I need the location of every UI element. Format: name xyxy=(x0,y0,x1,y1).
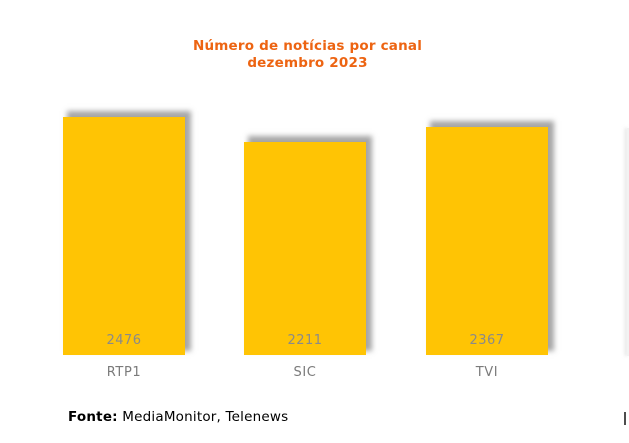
source-label: Fonte: xyxy=(68,409,118,425)
text-cursor xyxy=(624,412,626,425)
partial-bar-sliver xyxy=(627,128,629,356)
x-axis-label-tvi: TVI xyxy=(475,365,499,380)
chart-title-line2: dezembro 2023 xyxy=(247,55,368,71)
bar-value-rtp1: 2476 xyxy=(106,333,142,348)
x-axis-label-rtp1: RTP1 xyxy=(106,365,142,380)
bar-value-sic: 2211 xyxy=(287,333,323,348)
bar-sic: 2211 xyxy=(244,142,366,355)
bar-tvi: 2367 xyxy=(426,127,548,355)
plot-area: 2476 2211 2367 xyxy=(0,107,629,355)
chart-title-line1: Número de notícias por canal xyxy=(192,38,423,54)
source-text: MediaMonitor, Telenews xyxy=(117,409,289,425)
bar-value-tvi: 2367 xyxy=(469,333,505,348)
chart-title: Número de notícias por canal dezembro 20… xyxy=(0,38,615,72)
source-line: Fonte: MediaMonitor, Telenews xyxy=(68,409,288,425)
bar-rtp1: 2476 xyxy=(63,117,185,355)
x-axis-label-sic: SIC xyxy=(293,365,317,380)
